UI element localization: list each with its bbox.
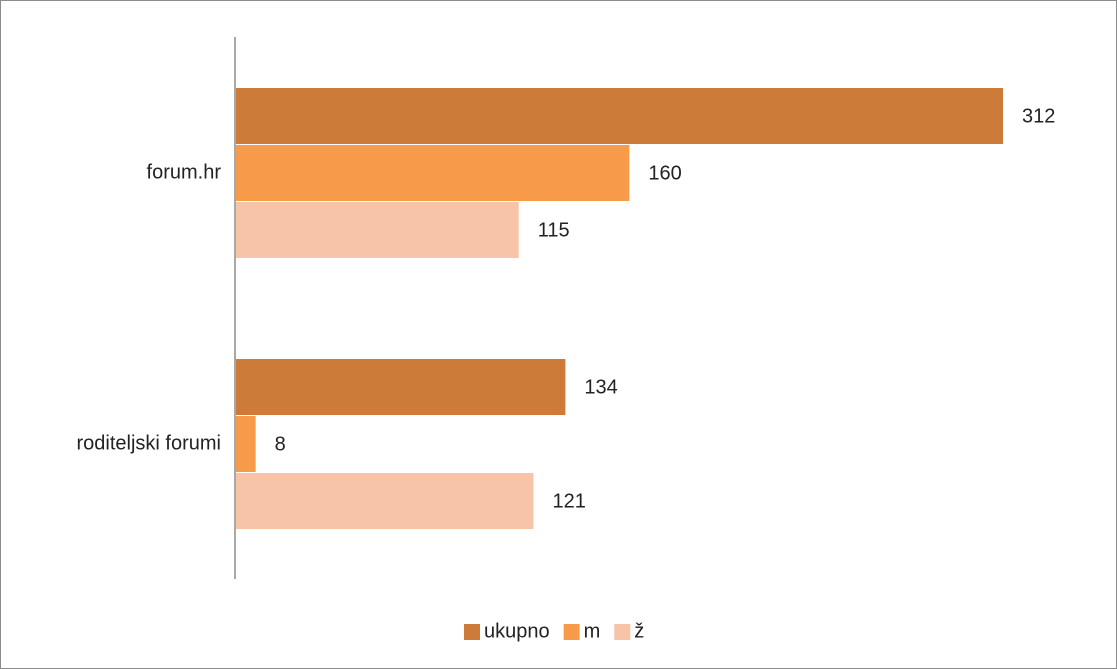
- value-label-forum-hr-2: 115: [538, 219, 570, 241]
- value-label-forum-hr-0: 312: [1022, 105, 1055, 127]
- bar-roditeljski-forumi-x-2: [236, 473, 534, 529]
- legend-label-0: ukupno: [484, 620, 550, 642]
- legend-swatch-1: [563, 624, 580, 640]
- legend: ukupno m ž: [464, 620, 644, 642]
- legend-swatch-2: [614, 624, 631, 640]
- bar-forum-hr-x-2: [236, 202, 519, 258]
- bars-group: [236, 88, 1003, 529]
- value-label-roditeljski-forumi-0: 134: [584, 376, 617, 398]
- value-label-roditeljski-forumi-2: 121: [552, 490, 585, 512]
- bar-roditeljski-forumi-ukupno-0: [236, 359, 566, 415]
- value-label-roditeljski-forumi-1: 8: [275, 433, 286, 455]
- value-labels-group: 312 160 115 134 8 121: [275, 105, 1056, 512]
- category-label-forum-hr: forum.hr: [147, 161, 222, 183]
- bar-roditeljski-forumi-m-1: [236, 416, 256, 472]
- legend-label-1: m: [584, 620, 601, 642]
- bar-forum-hr-m-1: [236, 145, 630, 201]
- legend-label-2: ž: [634, 620, 644, 642]
- bar-forum-hr-ukupno-0: [236, 88, 1003, 144]
- value-label-forum-hr-1: 160: [648, 162, 681, 184]
- legend-swatch-0: [464, 624, 480, 640]
- category-labels-group: forum.hr roditeljski forumi: [77, 161, 222, 454]
- category-label-roditeljski-forumi: roditeljski forumi: [77, 432, 221, 454]
